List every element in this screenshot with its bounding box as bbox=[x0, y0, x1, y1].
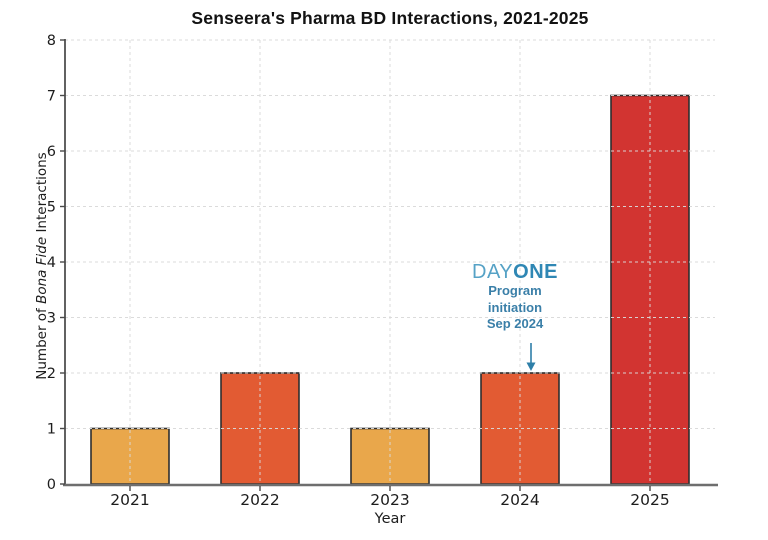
y-tick-label-4: 4 bbox=[47, 255, 56, 271]
y-axis-label: Number of Bona Fide Interactions bbox=[34, 152, 50, 379]
x-tick-label-2025: 2025 bbox=[630, 491, 669, 509]
y-tick-label-3: 3 bbox=[47, 311, 56, 327]
y-tick-label-1: 1 bbox=[47, 422, 56, 438]
y-tick-label-5: 5 bbox=[47, 200, 56, 216]
annotation-line-1: Program bbox=[488, 283, 542, 298]
annotation-arrow-head bbox=[526, 362, 536, 371]
y-axis-label-part-italic: Bona Fide bbox=[34, 236, 50, 304]
dayone-logo-one: ONE bbox=[513, 261, 558, 283]
dayone-annotation: DAYONE Program initiation Sep 2024 bbox=[428, 261, 602, 333]
x-tick-label-2024: 2024 bbox=[500, 491, 539, 509]
chart-title: Senseera's Pharma BD Interactions, 2021-… bbox=[191, 8, 589, 28]
dayone-logo: DAYONE bbox=[428, 261, 602, 283]
annotation-line-2: initiation bbox=[487, 299, 543, 315]
x-tick-label-2022: 2022 bbox=[240, 491, 279, 509]
y-axis-label-part-1: Number of bbox=[34, 303, 50, 380]
dayone-logo-day: DAY bbox=[472, 261, 514, 283]
y-tick-label-2: 2 bbox=[47, 366, 56, 382]
y-tick-label-8: 8 bbox=[47, 33, 56, 49]
annotation-line-3: Sep 2024 bbox=[486, 316, 544, 331]
y-tick-label-6: 6 bbox=[47, 144, 56, 160]
x-axis-label: Year bbox=[374, 511, 406, 527]
y-tick-label-7: 7 bbox=[47, 89, 56, 105]
x-tick-label-2023: 2023 bbox=[370, 491, 409, 509]
x-tick-label-2021: 2021 bbox=[110, 491, 149, 509]
y-tick-label-0: 0 bbox=[47, 477, 56, 493]
y-axis-label-part-2: Interactions bbox=[34, 152, 50, 237]
